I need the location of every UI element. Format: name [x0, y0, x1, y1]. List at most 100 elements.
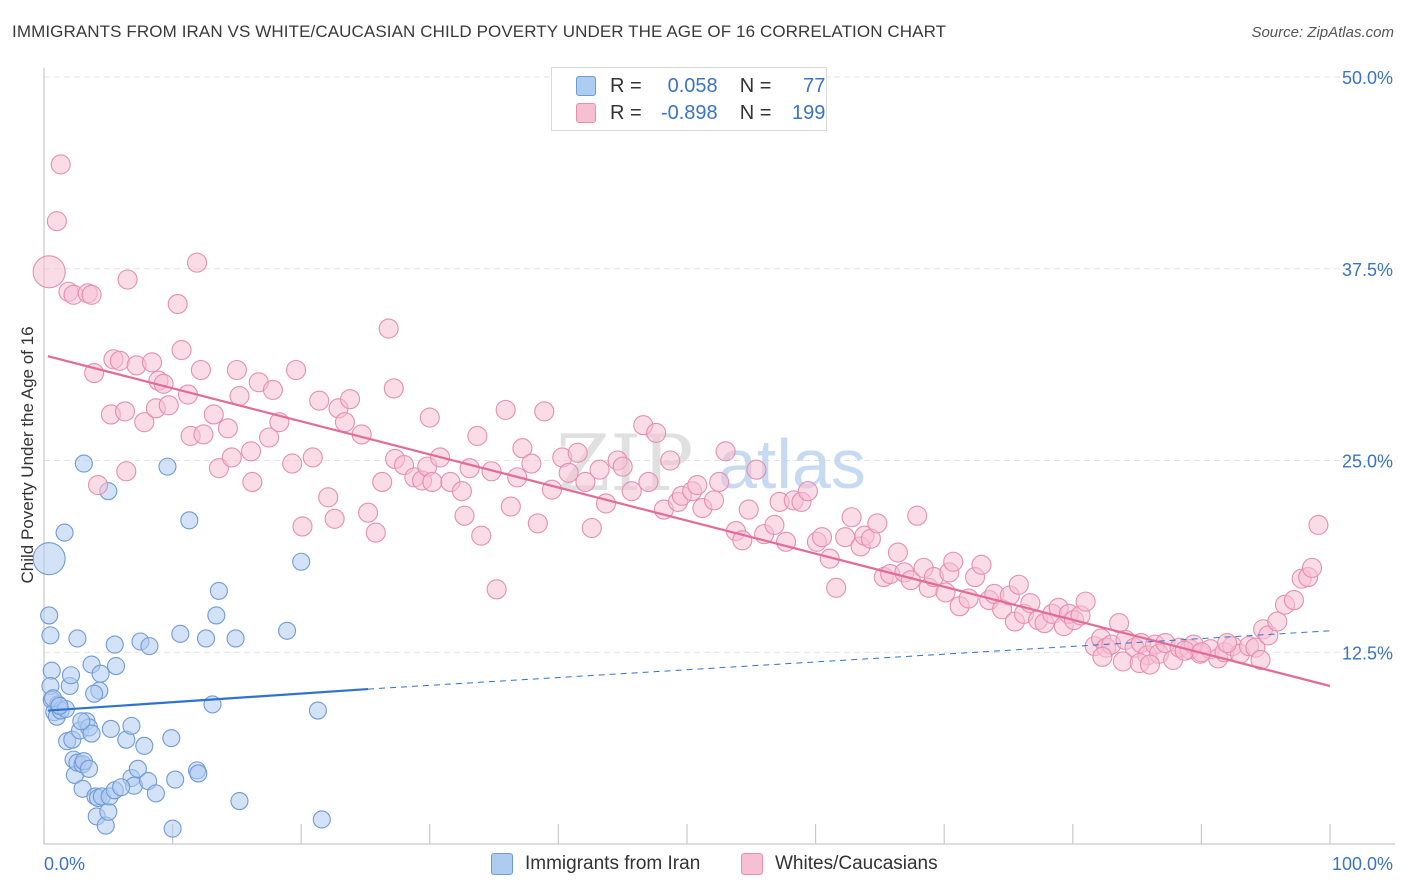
data-point — [486, 579, 507, 600]
data-point — [68, 629, 87, 648]
data-point — [158, 395, 179, 416]
data-point — [703, 490, 725, 511]
data-point — [166, 770, 185, 789]
data-point — [558, 462, 579, 483]
data-point — [163, 819, 182, 838]
data-point — [459, 458, 480, 479]
data-point — [226, 359, 247, 381]
data-point — [189, 764, 208, 783]
data-point — [715, 441, 736, 462]
y-tick-label: 37.5% — [1342, 260, 1393, 280]
data-point — [141, 352, 163, 373]
legend-r-value: 0.058 — [667, 74, 718, 97]
data-point — [660, 450, 681, 471]
data-point — [334, 412, 355, 433]
data-point — [1075, 591, 1096, 612]
data-point — [1112, 651, 1134, 672]
data-point — [419, 407, 440, 428]
data-point — [797, 481, 818, 502]
data-point — [55, 523, 74, 542]
data-point — [262, 379, 283, 400]
data-point — [292, 552, 311, 571]
data-point — [101, 719, 120, 739]
data-point — [907, 505, 928, 526]
data-point — [534, 401, 555, 422]
data-point — [72, 712, 91, 731]
data-point — [358, 502, 379, 523]
data-point — [746, 459, 767, 480]
legend-row-white: R = -0.898 N = 199 — [576, 101, 825, 125]
data-point — [258, 427, 280, 448]
data-point — [208, 458, 229, 479]
data-point — [638, 471, 659, 493]
legend-n-value: 199 — [792, 101, 826, 124]
data-point — [1301, 557, 1323, 578]
data-point — [46, 211, 67, 232]
data-point — [589, 459, 610, 480]
data-point — [527, 513, 548, 534]
data-point — [595, 493, 617, 514]
data-point — [99, 802, 118, 821]
data-point — [687, 474, 708, 496]
data-point — [521, 453, 542, 474]
tick-labels: 12.5% 25.0% 37.5% 50.0% 0.0% 100.0% — [44, 68, 1393, 874]
legend-item-white: Whites/Caucasians — [741, 852, 938, 876]
data-point — [128, 759, 147, 778]
chart-source: Source: ZipAtlas.com — [1251, 24, 1394, 41]
data-point — [81, 284, 102, 305]
data-point — [1217, 632, 1238, 654]
data-point — [209, 581, 228, 600]
data-point — [217, 418, 238, 439]
data-point — [112, 778, 131, 797]
data-point — [82, 724, 101, 743]
y-axis-label: Child Poverty Under the Age of 16 — [18, 326, 37, 583]
y-tick-label: 25.0% — [1342, 452, 1393, 472]
trend-line-white — [47, 355, 1331, 688]
data-point — [240, 441, 262, 462]
data-point — [340, 389, 361, 410]
data-point — [541, 479, 563, 500]
legend-label-white: Whites/Caucasians — [775, 853, 938, 874]
legend-r-label: R = — [610, 101, 642, 124]
data-point — [365, 522, 386, 543]
legend-n-label: N = — [739, 101, 772, 124]
legend-r-label: R = — [610, 74, 642, 97]
data-point — [196, 629, 216, 648]
data-point — [85, 684, 104, 703]
data-point — [221, 447, 242, 468]
data-point — [495, 399, 516, 420]
data-point — [207, 606, 226, 625]
data-point — [167, 293, 188, 315]
data-point — [709, 471, 730, 493]
data-point — [134, 412, 155, 433]
data-point — [764, 514, 785, 535]
data-point — [318, 487, 339, 508]
legend-n-value: 77 — [803, 74, 826, 97]
data-point — [575, 471, 596, 493]
data-point — [1283, 590, 1305, 611]
legend-swatch-white — [741, 853, 763, 875]
trend-line-iran-extension — [368, 630, 1331, 690]
data-point — [180, 511, 199, 530]
legend-item-iran: Immigrants from Iran — [491, 852, 700, 876]
data-point — [91, 664, 110, 683]
data-point — [646, 422, 667, 443]
data-point — [324, 508, 345, 529]
watermark-atlas: atlas — [718, 425, 866, 503]
data-point — [282, 453, 303, 474]
data-point — [826, 577, 847, 598]
legend-n-label: N = — [739, 74, 772, 97]
data-point — [451, 481, 473, 502]
data-point — [105, 635, 124, 654]
data-point — [106, 657, 126, 676]
data-point — [1139, 654, 1161, 675]
trend-lines — [47, 355, 1331, 712]
data-point — [226, 629, 245, 648]
data-point — [621, 481, 642, 502]
data-point — [40, 606, 59, 625]
data-point — [1250, 649, 1271, 670]
data-point — [471, 525, 492, 546]
trend-line-iran — [47, 687, 369, 712]
data-point — [308, 701, 327, 720]
data-point — [454, 505, 475, 526]
